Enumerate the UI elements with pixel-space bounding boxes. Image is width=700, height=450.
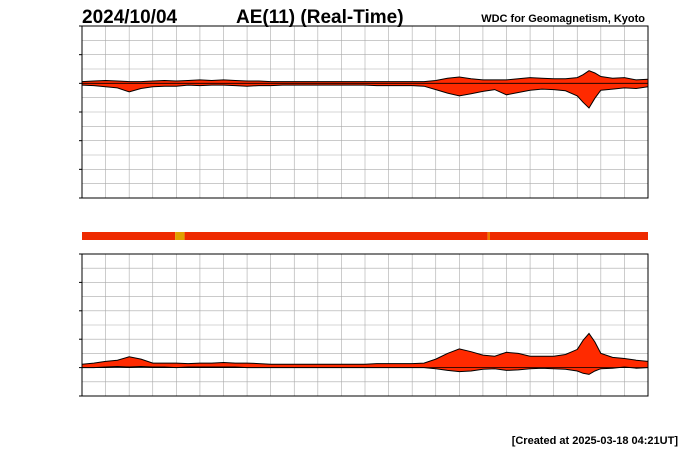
station-bar-segment bbox=[82, 232, 176, 240]
station-bar-segment bbox=[487, 232, 490, 240]
created-timestamp: [Created at 2025-03-18 04:21UT] bbox=[512, 435, 679, 447]
chart-date: 2024/10/04 bbox=[82, 7, 178, 28]
plot-frame bbox=[81, 253, 649, 397]
chart-title: AE(11) (Real-Time) bbox=[236, 7, 404, 28]
series-line-au bbox=[81, 70, 649, 83]
panel-ae-ao bbox=[79, 253, 649, 397]
panel-au-al bbox=[79, 25, 649, 199]
station-count-bar bbox=[82, 232, 648, 240]
series-line-ae bbox=[81, 332, 649, 365]
series-line-al bbox=[81, 84, 649, 109]
station-bar-segment bbox=[184, 232, 488, 240]
station-bar-segment bbox=[175, 232, 185, 240]
org-label: WDC for Geomagnetism, Kyoto bbox=[481, 13, 645, 25]
data-area-ae-ao bbox=[82, 333, 648, 375]
station-bar-segment bbox=[489, 232, 648, 240]
